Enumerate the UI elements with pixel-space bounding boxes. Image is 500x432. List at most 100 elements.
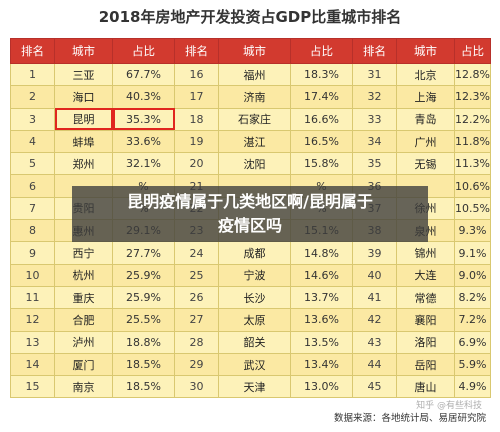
cell-city: 宁波 [218, 263, 291, 287]
cell-share: 13.7% [290, 285, 353, 310]
cell-share: 14.6% [290, 263, 353, 287]
cell-city: 蚌埠 [54, 129, 113, 154]
table-row: 11 重庆 25.9% 26 长沙 13.7% 41 常德 8.2% [10, 285, 491, 310]
cell-city: 石家庄 [218, 107, 291, 131]
cell-rank: 18 [174, 107, 219, 131]
cell-city: 湛江 [218, 129, 291, 154]
cell-city: 上海 [396, 85, 455, 109]
cell-rank: 44 [352, 352, 397, 377]
cell-city: 成都 [218, 241, 291, 265]
zhihu-watermark: 知乎 @有些科技 [416, 401, 482, 411]
cell-city: 南京 [54, 375, 113, 399]
cell-share: 12.3% [454, 85, 491, 109]
cell-rank: 17 [174, 85, 219, 109]
table-row: 13 泸州 18.8% 28 韶关 13.5% 43 洛阳 6.9% [10, 330, 491, 354]
cell-share: 32.1% [112, 152, 175, 176]
cell-city: 合肥 [54, 308, 113, 332]
cell-rank: 11 [10, 285, 55, 310]
cell-share: 27.7% [112, 241, 175, 265]
cell-share: 13.0% [290, 375, 353, 399]
cell-rank: 3 [10, 107, 55, 131]
table-row: 12 合肥 25.5% 27 太原 13.6% 42 襄阳 7.2% [10, 308, 491, 332]
cell-city: 武汉 [218, 352, 291, 377]
cell-share: 16.6% [290, 107, 353, 131]
cell-rank: 16 [174, 62, 219, 87]
cell-rank: 27 [174, 308, 219, 332]
cell-rank: 7 [10, 196, 55, 221]
cell-rank: 9 [10, 241, 55, 265]
cell-rank: 25 [174, 263, 219, 287]
cell-share: 9.3% [454, 219, 491, 243]
cell-share: 17.4% [290, 85, 353, 109]
cell-rank: 15 [10, 375, 55, 399]
cell-rank: 24 [174, 241, 219, 265]
cell-share: 12.2% [454, 107, 491, 131]
cell-city: 北京 [396, 62, 455, 87]
cell-city: 济南 [218, 85, 291, 109]
cell-rank: 39 [352, 241, 397, 265]
table-title: 2018年房地产开发投资占GDP比重城市排名 [98, 8, 402, 26]
cell-city: 襄阳 [396, 308, 455, 332]
cell-rank: 31 [352, 62, 397, 87]
header-share: 占比 [454, 38, 491, 64]
cell-share: 8.2% [454, 285, 491, 310]
cell-rank: 19 [174, 129, 219, 154]
cell-rank: 6 [10, 174, 55, 198]
header-city: 城市 [218, 38, 291, 64]
table-row: 4 蚌埠 33.6% 19 湛江 16.5% 34 广州 11.8% [10, 129, 491, 154]
cell-city: 岳阳 [396, 352, 455, 377]
header-share: 占比 [290, 38, 353, 64]
cell-rank: 28 [174, 330, 219, 354]
cell-share: 11.3% [454, 152, 491, 176]
cell-city: 太原 [218, 308, 291, 332]
cell-share: 18.5% [112, 352, 175, 377]
header-rank: 排名 [174, 38, 219, 64]
cell-rank: 13 [10, 330, 55, 354]
cell-city: 无锡 [396, 152, 455, 176]
cell-share: 18.3% [290, 62, 353, 87]
cell-rank: 45 [352, 375, 397, 399]
cell-city: 三亚 [54, 62, 113, 87]
cell-rank: 20 [174, 152, 219, 176]
cell-share: 9.1% [454, 241, 491, 265]
cell-share: 67.7% [112, 62, 175, 87]
ranking-table-container: 排名 城市 占比 排名 城市 占比 排名 城市 占比 1 三亚 67.7% 16 福州 18.3% 31 北京… [10, 38, 491, 399]
cell-rank: 33 [352, 107, 397, 131]
header-share: 占比 [112, 38, 175, 64]
data-source-note: 数据来源：各地统计局、易居研究院 [333, 413, 486, 424]
cell-city: 锦州 [396, 241, 455, 265]
cell-city: 厦门 [54, 352, 113, 377]
cell-rank: 2 [10, 85, 55, 109]
overlay-title-line-2: 疫情区吗 [217, 216, 282, 235]
header-rank: 排名 [10, 38, 55, 64]
cell-share: 25.9% [112, 263, 175, 287]
cell-share: 25.9% [112, 285, 175, 310]
cell-share: 33.6% [112, 129, 175, 154]
cell-city: 洛阳 [396, 330, 455, 354]
cell-rank: 8 [10, 219, 55, 243]
cell-rank: 42 [352, 308, 397, 332]
cell-share: 14.8% [290, 241, 353, 265]
cell-share: 13.4% [290, 352, 353, 377]
cell-rank: 29 [174, 352, 219, 377]
header-city: 城市 [396, 38, 455, 64]
cell-share: 13.5% [290, 330, 353, 354]
article-title-overlay[interactable]: 昆明疫情属于几类地区啊/昆明属于 疫情区吗 [72, 186, 428, 242]
cell-rank: 12 [10, 308, 55, 332]
overlay-title-line-1: 昆明疫情属于几类地区啊/昆明属于 [127, 192, 373, 211]
cell-share: 12.8% [454, 62, 491, 87]
cell-city: 大连 [396, 263, 455, 287]
table-row: 14 厦门 18.5% 29 武汉 13.4% 44 岳阳 5.9% [10, 352, 491, 377]
cell-rank: 26 [174, 285, 219, 310]
cell-share: 5.9% [454, 352, 491, 377]
cell-city: 福州 [218, 62, 291, 87]
cell-city: 泸州 [54, 330, 113, 354]
table-row: 9 西宁 27.7% 24 成都 14.8% 39 锦州 9.1% [10, 241, 491, 265]
cell-city: 常德 [396, 285, 455, 310]
cell-share: 18.8% [112, 330, 175, 354]
cell-rank: 43 [352, 330, 397, 354]
cell-city: 郑州 [54, 152, 113, 176]
cell-share: 9.0% [454, 263, 491, 287]
cell-share: 11.8% [454, 129, 491, 154]
cell-rank: 14 [10, 352, 55, 377]
